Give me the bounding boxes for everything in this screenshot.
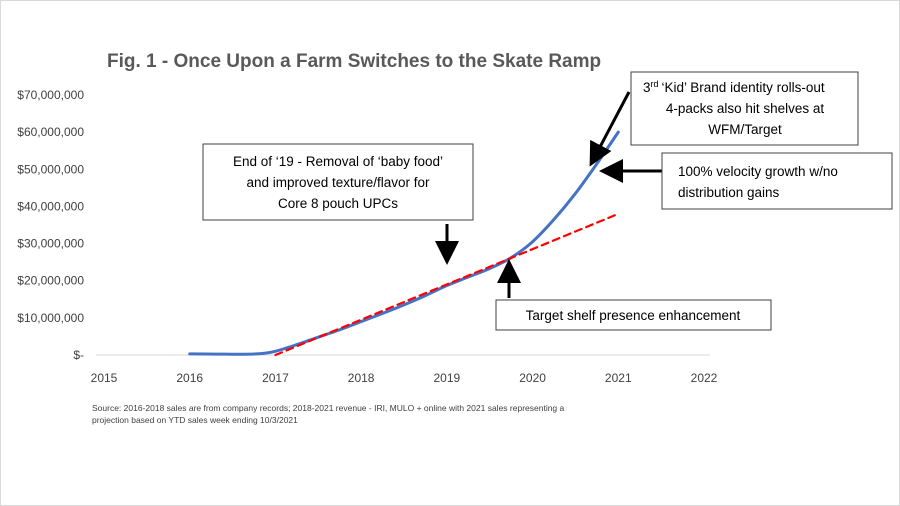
y-tick-label: $- — [73, 348, 84, 362]
annotation-ordinal-suffix: rd — [651, 79, 659, 89]
annotation-line: 100% velocity growth w/no — [678, 164, 838, 179]
annotation-line: 3rd ‘Kid’ Brand identity rolls-out — [643, 79, 825, 95]
x-axis-labels: 2015 2016 2017 2018 2019 2020 2021 2022 — [91, 371, 718, 385]
x-tick-label: 2017 — [262, 371, 289, 385]
annotation-kid-brand: 3rd ‘Kid’ Brand identity rolls-out 4-pack… — [630, 71, 859, 146]
annotation-line: End of ‘19 - Removal of ‘baby food’ — [233, 154, 443, 169]
trend-series-line — [274, 212, 620, 357]
y-tick-label: $40,000,000 — [17, 199, 84, 213]
series-layer — [188, 130, 620, 357]
x-tick-label: 2020 — [519, 371, 546, 385]
x-tick-label: 2015 — [91, 371, 118, 385]
annotation-ordinal: 3 — [643, 80, 651, 95]
x-tick-label: 2021 — [605, 371, 632, 385]
y-tick-label: $10,000,000 — [17, 311, 84, 325]
x-tick-label: 2019 — [434, 371, 461, 385]
y-tick-label: $50,000,000 — [17, 162, 84, 176]
annotation-line: WFM/Target — [708, 122, 782, 137]
y-tick-label: $60,000,000 — [17, 125, 84, 139]
annotation-line: Target shelf presence enhancement — [526, 308, 741, 323]
x-tick-label: 2022 — [691, 371, 718, 385]
annotation-line: Core 8 pouch UPCs — [278, 196, 398, 211]
arrow-kid-brand — [589, 91, 631, 167]
annotation-baby-food: End of ‘19 - Removal of ‘baby food’ and … — [202, 143, 474, 221]
x-tick-label: 2016 — [176, 371, 203, 385]
annotation-line: 4-packs also hit shelves at — [666, 101, 825, 116]
y-tick-label: $20,000,000 — [17, 274, 84, 288]
sales-series-line — [188, 130, 620, 356]
chart-title: Fig. 1 - Once Upon a Farm Switches to th… — [107, 51, 601, 72]
annotation-line: and improved texture/flavor for — [246, 175, 430, 190]
source-note-line: projection based on YTD sales week endin… — [92, 415, 298, 425]
annotation-target-shelf: Target shelf presence enhancement — [495, 299, 772, 331]
x-tick-label: 2018 — [348, 371, 375, 385]
y-tick-label: $30,000,000 — [17, 237, 84, 251]
annotation-line-text: ‘Kid’ Brand identity rolls-out — [662, 80, 825, 95]
source-note-line: Source: 2016-2018 sales are from company… — [92, 403, 565, 413]
annotation-line: distribution gains — [678, 185, 780, 200]
y-tick-label: $70,000,000 — [17, 88, 84, 102]
annotation-velocity-growth: 100% velocity growth w/no distribution g… — [661, 152, 893, 210]
y-axis-labels: $- $10,000,000 $20,000,000 $30,000,000 $40,0… — [17, 88, 84, 362]
